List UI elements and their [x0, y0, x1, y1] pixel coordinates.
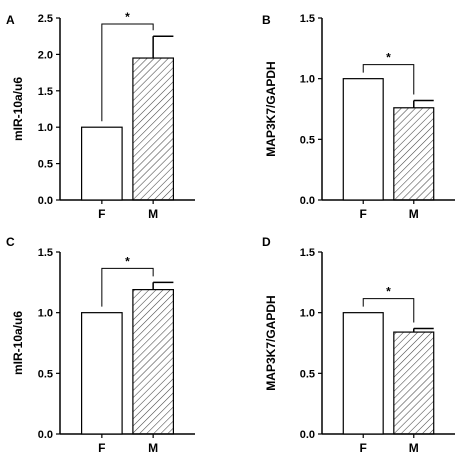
- panel-letter: C: [6, 235, 15, 249]
- x-tick-label: M: [148, 207, 158, 221]
- y-axis-title: mIR-10a/u6: [11, 77, 25, 141]
- significance-bracket: [101, 267, 154, 307]
- x-tick-label: M: [409, 207, 419, 221]
- bar-m: [393, 331, 435, 435]
- y-tick-label: 1.0: [300, 74, 315, 86]
- panel-b: B 0.0 0.5 1.0 1.5 MAP3K7/GAPDH F M *: [262, 13, 455, 221]
- significance-bracket: [101, 23, 154, 122]
- panel-letter: D: [262, 235, 271, 249]
- significance-star: *: [125, 10, 130, 24]
- significance-bracket: [362, 64, 415, 95]
- x-tick-label: F: [360, 441, 367, 455]
- y-tick-label: 0.0: [300, 429, 315, 441]
- y-tick-label: 1.0: [38, 122, 53, 134]
- y-tick-label: 1.0: [38, 308, 53, 320]
- x-tick-label: F: [360, 207, 367, 221]
- y-tick-label: 2.5: [38, 13, 53, 25]
- significance-star: *: [386, 51, 391, 65]
- y-tick-label: 0.0: [38, 195, 53, 207]
- panel-d: D 0.0 0.5 1.0 1.5 MAP3K7/GAPDH F M *: [262, 235, 455, 455]
- x-tick-label: F: [98, 207, 105, 221]
- significance-star: *: [125, 254, 130, 268]
- y-tick-label: 1.5: [38, 247, 53, 259]
- significance-bracket: [362, 298, 415, 323]
- y-tick-label: 0.5: [300, 134, 315, 146]
- panel-letter: B: [262, 13, 271, 27]
- panel-a: A 0.0 0.5 1.0 1.5 2.0 2.5 mIR-10a/u6 F M *: [6, 10, 195, 221]
- x-tick-label: F: [98, 441, 105, 455]
- panel-letter: A: [6, 13, 15, 27]
- y-tick-label: 2.0: [38, 49, 53, 61]
- y-tick-label: 0.0: [38, 429, 53, 441]
- y-tick-label: 1.5: [300, 247, 315, 259]
- y-tick-label: 1.0: [300, 308, 315, 320]
- bar-f: [80, 312, 123, 435]
- x-tick-label: M: [148, 441, 158, 455]
- bar-f: [80, 126, 123, 201]
- y-tick-label: 1.5: [38, 86, 53, 98]
- x-tick-label: M: [409, 441, 419, 455]
- bar-f: [342, 312, 384, 435]
- y-axis-title: mIR-10a/u6: [11, 311, 25, 375]
- significance-star: *: [386, 285, 391, 299]
- y-tick-label: 0.5: [300, 368, 315, 380]
- y-tick-label: 0.5: [38, 368, 53, 380]
- bar-m: [132, 57, 174, 201]
- y-tick-label: 1.5: [300, 13, 315, 25]
- bar-m: [393, 107, 435, 201]
- y-tick-label: 0.0: [300, 195, 315, 207]
- y-tick-label: 0.5: [38, 159, 53, 171]
- bar-f: [342, 78, 384, 201]
- bar-m: [132, 289, 174, 435]
- y-axis-title: MAP3K7/GAPDH: [264, 61, 278, 156]
- panel-c: C 0.0 0.5 1.0 1.5 mIR-10a/u6 F M *: [6, 235, 195, 455]
- y-axis-title: MAP3K7/GAPDH: [264, 295, 278, 390]
